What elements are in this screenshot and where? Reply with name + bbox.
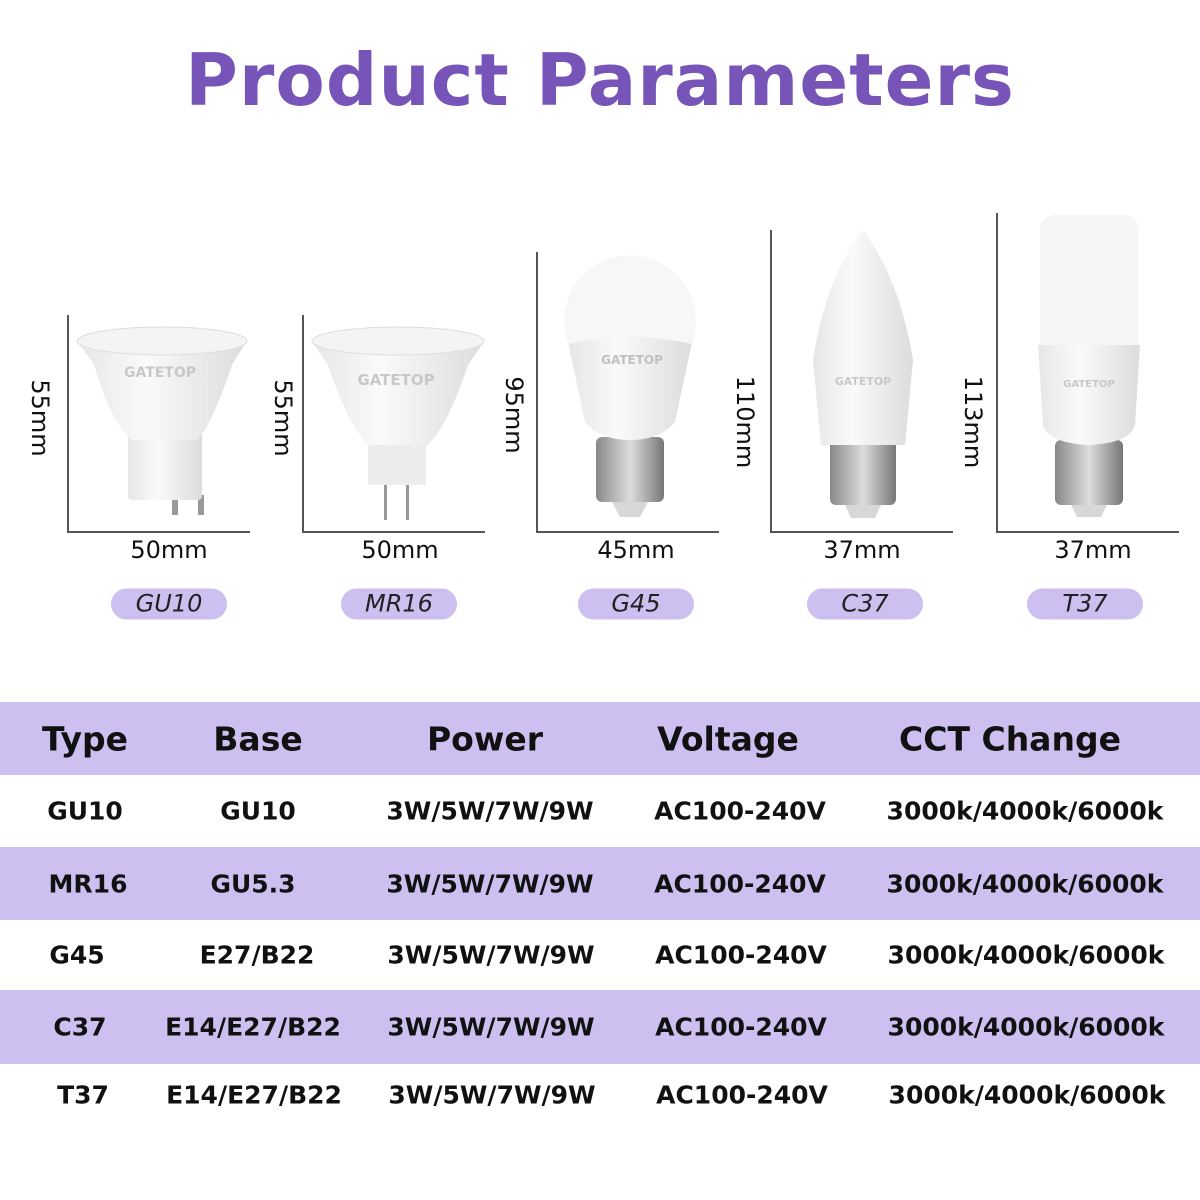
brand-logo: GATETOP — [835, 375, 892, 388]
width-label: 37mm — [1054, 536, 1132, 564]
cell-cct: 3000k/4000k/6000k — [886, 869, 1164, 898]
brand-logo: GATETOP — [1063, 379, 1114, 390]
table-row: T37 E14/E27/B22 3W/5W/7W/9W AC100-240V 3… — [0, 1064, 1200, 1126]
height-dimension-line — [67, 315, 69, 533]
table-row: G45 E27/B22 3W/5W/7W/9W AC100-240V 3000k… — [0, 920, 1200, 990]
width-label: 37mm — [823, 536, 901, 564]
cell-voltage: AC100-240V — [655, 1012, 827, 1042]
cell-power: 3W/5W/7W/9W — [387, 940, 595, 970]
type-pill: C37 — [807, 588, 923, 620]
cell-power: 3W/5W/7W/9W — [386, 869, 594, 898]
mr16-bulb-image: GATETOP — [311, 326, 485, 520]
cell-cct: 3000k/4000k/6000k — [888, 1080, 1166, 1110]
header-cct: CCT Change — [899, 719, 1121, 758]
height-dimension-line — [996, 213, 998, 533]
height-label: 55mm — [26, 379, 54, 457]
cell-base: E14/E27/B22 — [166, 1080, 342, 1110]
cell-base: GU5.3 — [210, 869, 296, 898]
header-power: Power — [427, 719, 543, 758]
cell-base: E27/B22 — [199, 940, 315, 970]
table-row: C37 E14/E27/B22 3W/5W/7W/9W AC100-240V 3… — [0, 990, 1200, 1064]
brand-logo: GATETOP — [357, 371, 434, 389]
cell-voltage: AC100-240V — [654, 796, 826, 826]
cell-type: GU10 — [47, 796, 123, 826]
g45-bulb-image: GATETOP — [564, 255, 696, 517]
header-base: Base — [213, 719, 303, 758]
gu10-bulb-image: GATETOP — [76, 326, 248, 515]
height-label: 113mm — [959, 375, 987, 469]
cell-type: T37 — [57, 1080, 109, 1110]
type-pill: MR16 — [341, 588, 457, 620]
width-dimension-line — [996, 531, 1179, 533]
header-voltage: Voltage — [657, 719, 799, 758]
height-dimension-line — [302, 315, 304, 533]
height-label: 110mm — [731, 375, 759, 469]
type-pill: GU10 — [111, 588, 227, 620]
type-pill: G45 — [578, 588, 694, 620]
cell-cct: 3000k/4000k/6000k — [887, 1012, 1165, 1042]
height-label: 95mm — [500, 376, 528, 454]
width-label: 50mm — [130, 536, 208, 564]
table-header: Type Base Power Voltage CCT Change — [0, 702, 1200, 775]
header-type: Type — [41, 719, 129, 758]
page-title: Product Parameters — [185, 38, 1015, 122]
brand-logo: GATETOP — [601, 353, 663, 367]
cell-type: C37 — [53, 1012, 107, 1042]
cell-power: 3W/5W/7W/9W — [388, 1080, 596, 1110]
cell-type: MR16 — [48, 869, 128, 898]
type-pill: T37 — [1027, 588, 1143, 620]
table-row: GU10 GU10 3W/5W/7W/9W AC100-240V 3000k/4… — [0, 775, 1200, 847]
cell-cct: 3000k/4000k/6000k — [887, 940, 1165, 970]
cell-base: GU10 — [220, 796, 296, 826]
cell-power: 3W/5W/7W/9W — [387, 1012, 595, 1042]
brand-logo: GATETOP — [124, 365, 196, 381]
cell-voltage: AC100-240V — [655, 940, 827, 970]
c37-bulb-image: GATETOP — [813, 230, 913, 518]
cell-voltage: AC100-240V — [654, 869, 826, 898]
width-dimension-line — [302, 531, 485, 533]
width-label: 50mm — [361, 536, 439, 564]
cell-cct: 3000k/4000k/6000k — [886, 796, 1164, 826]
width-dimension-line — [770, 531, 953, 533]
width-dimension-line — [536, 531, 719, 533]
width-dimension-line — [67, 531, 250, 533]
cell-voltage: AC100-240V — [656, 1080, 828, 1110]
height-label: 55mm — [269, 379, 297, 457]
height-dimension-line — [536, 252, 538, 533]
width-label: 45mm — [597, 536, 675, 564]
cell-power: 3W/5W/7W/9W — [386, 796, 594, 826]
t37-bulb-image: GATETOP — [1038, 215, 1140, 517]
cell-type: G45 — [49, 940, 105, 970]
height-dimension-line — [770, 230, 772, 533]
table-row: MR16 GU5.3 3W/5W/7W/9W AC100-240V 3000k/… — [0, 847, 1200, 920]
cell-base: E14/E27/B22 — [165, 1012, 341, 1042]
